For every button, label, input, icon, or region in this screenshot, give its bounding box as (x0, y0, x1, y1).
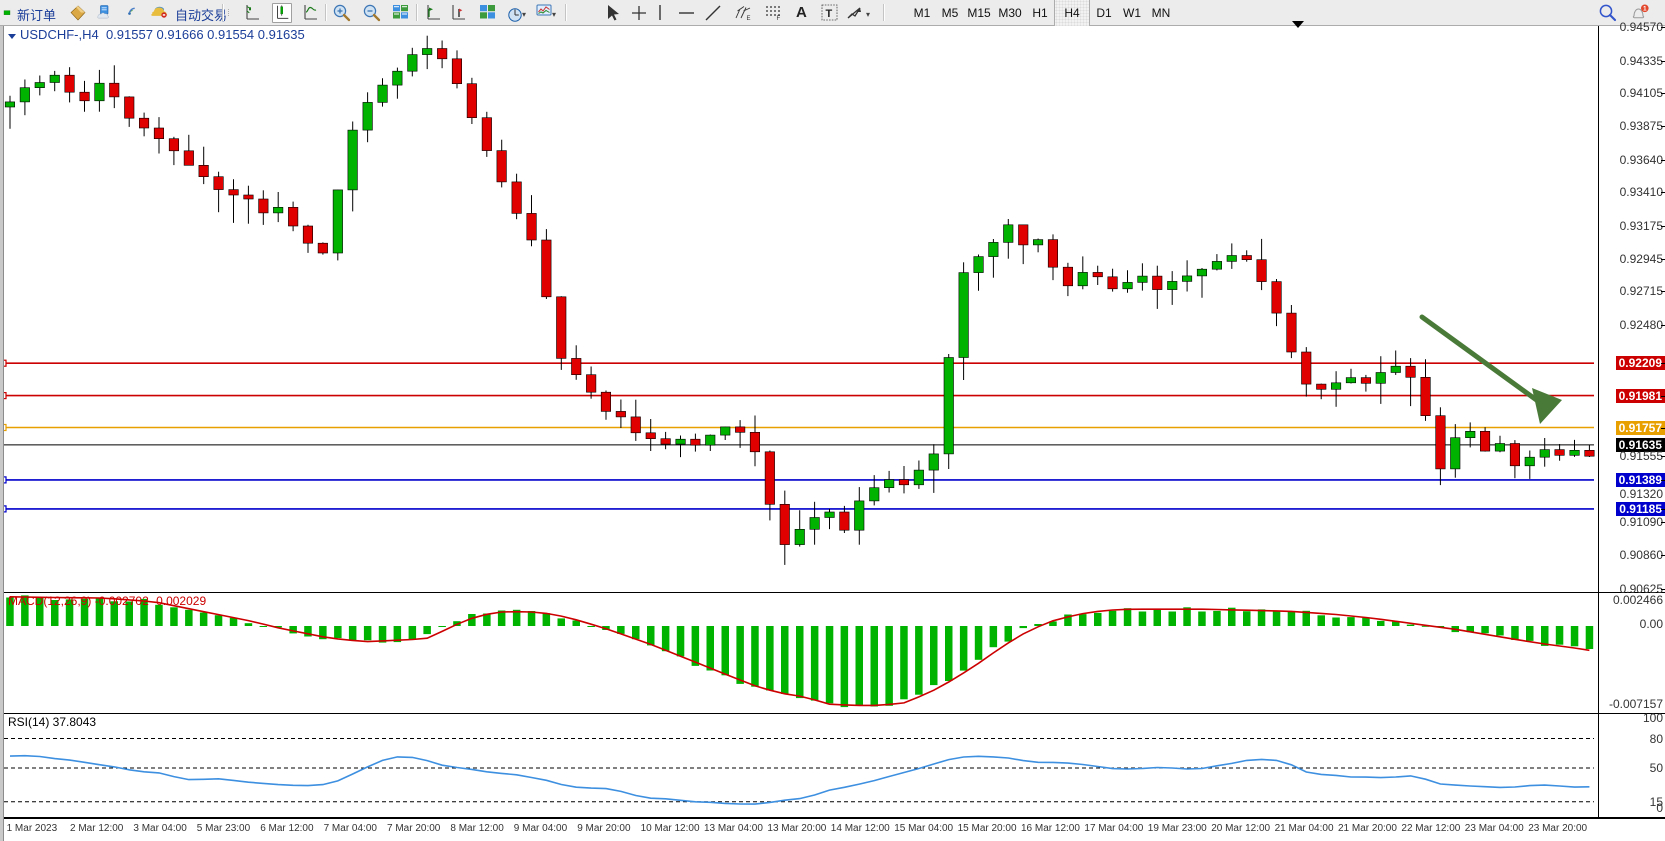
svg-text:E: E (747, 16, 751, 22)
svg-text:1: 1 (1643, 6, 1647, 13)
svg-text:F: F (777, 16, 781, 22)
svg-text:T: T (826, 8, 833, 20)
